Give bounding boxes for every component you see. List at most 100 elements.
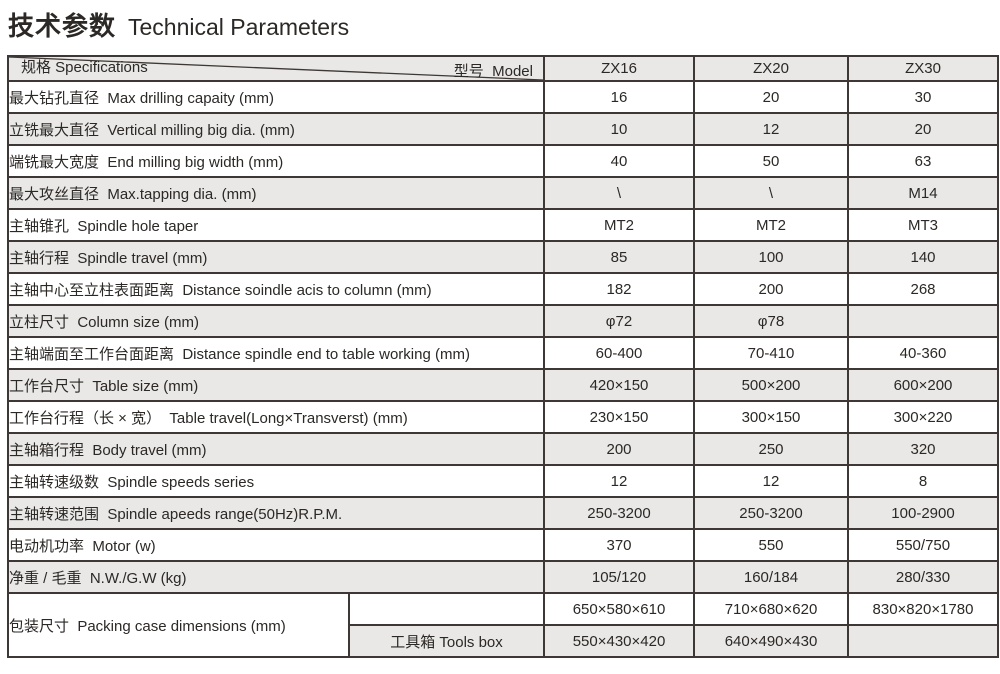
spec-value-cell: MT2	[543, 208, 695, 242]
spec-header-label: 规格 Specifications	[21, 59, 148, 76]
spec-value-cell: 105/120	[543, 560, 695, 594]
spec-value-cell: 40-360	[847, 336, 999, 370]
spec-row: 主轴行程 Spindle travel (mm) 85 100 140	[7, 240, 999, 274]
spec-value-cell: 100	[693, 240, 849, 274]
spec-value-cell: 370	[543, 528, 695, 562]
spec-value-cell: 20	[847, 112, 999, 146]
spec-value-cell: 85	[543, 240, 695, 274]
spec-row-label: 端铣最大宽度 End milling big width (mm)	[7, 144, 545, 178]
spec-value-cell: 100-2900	[847, 496, 999, 530]
spec-value-cell: 230×150	[543, 400, 695, 434]
spec-value-cell: 250	[693, 432, 849, 466]
spec-row: 端铣最大宽度 End milling big width (mm) 40 50 63	[7, 144, 999, 178]
spec-row-label: 主轴中心至立柱表面距离 Distance soindle acis to col…	[7, 272, 545, 306]
spec-value-cell: 12	[543, 464, 695, 498]
spec-value-cell: 60-400	[543, 336, 695, 370]
spec-value-cell: 140	[847, 240, 999, 274]
tools-box-label: 工具箱 Tools box	[348, 624, 545, 658]
spec-row: 主轴转速级数 Spindle speeds series 12 12 8	[7, 464, 999, 498]
spec-value-cell: 182	[543, 272, 695, 306]
packing-case-value: 710×680×620	[693, 592, 849, 626]
spec-value-cell: 200	[693, 272, 849, 306]
spec-row-label: 立铣最大直径 Vertical milling big dia. (mm)	[7, 112, 545, 146]
spec-value-cell: 600×200	[847, 368, 999, 402]
spec-row: 主轴中心至立柱表面距离 Distance soindle acis to col…	[7, 272, 999, 306]
spec-value-cell: 20	[693, 80, 849, 114]
spec-value-cell: φ72	[543, 304, 695, 338]
technical-parameters-table: 规格 Specifications 型号 Model ZX16 ZX20 ZX3…	[7, 55, 999, 658]
spec-row-label: 最大钻孔直径 Max drilling capaity (mm)	[7, 80, 545, 114]
model-header-label: 型号 Model	[453, 63, 533, 80]
spec-row: 立铣最大直径 Vertical milling big dia. (mm) 10 1…	[7, 112, 999, 146]
spec-row: 立柱尺寸 Column size (mm) φ72 φ78	[7, 304, 999, 338]
spec-row-label: 主轴锥孔 Spindle hole taper	[7, 208, 545, 242]
spec-value-cell: 250-3200	[693, 496, 849, 530]
spec-value-cell: MT3	[847, 208, 999, 242]
spec-row-label: 净重 / 毛重 N.W./G.W (kg)	[7, 560, 545, 594]
spec-value-cell: 300×150	[693, 400, 849, 434]
tools-box-value: 640×490×430	[693, 624, 849, 658]
page-title-chinese: 技术参数	[8, 11, 117, 41]
spec-value-cell: 63	[847, 144, 999, 178]
diagonal-divider-line	[9, 57, 543, 80]
tools-box-value	[847, 624, 999, 658]
spec-value-cell: 280/330	[847, 560, 999, 594]
spec-row: 净重 / 毛重 N.W./G.W (kg) 105/120 160/184 280/3…	[7, 560, 999, 594]
spec-row-label: 主轴端面至工作台面距离 Distance spindle end to tabl…	[7, 336, 545, 370]
packing-sub-cell-empty	[348, 592, 545, 626]
header-row: 规格 Specifications 型号 Model ZX16 ZX20 ZX3…	[7, 55, 999, 82]
spec-value-cell: MT2	[693, 208, 849, 242]
spec-value-cell: 200	[543, 432, 695, 466]
spec-row: 工作台行程（长 × 宽） Table travel(Long×Transvers…	[7, 400, 999, 434]
spec-value-cell: 12	[693, 464, 849, 498]
packing-case-row: 包装尺寸 Packing case dimensions (mm) 650×58…	[7, 592, 999, 658]
page-title-english: Technical Parameters	[128, 14, 350, 40]
spec-row-label: 主轴行程 Spindle travel (mm)	[7, 240, 545, 274]
spec-value-cell: \	[693, 176, 849, 210]
spec-value-cell: 10	[543, 112, 695, 146]
spec-value-cell: \	[543, 176, 695, 210]
packing-case-value: 650×580×610	[543, 592, 695, 626]
column-header-zx30: ZX30	[847, 55, 999, 82]
spec-row-label: 主轴转速级数 Spindle speeds series	[7, 464, 545, 498]
packing-case-value: 830×820×1780	[847, 592, 999, 626]
spec-row: 主轴端面至工作台面距离 Distance spindle end to tabl…	[7, 336, 999, 370]
column-header-zx20: ZX20	[693, 55, 849, 82]
spec-row: 主轴箱行程 Body travel (mm) 200 250 320	[7, 432, 999, 466]
spec-value-cell: 550	[693, 528, 849, 562]
tools-box-row: 工具箱 Tools box 550×430×420 640×490×430	[8, 624, 999, 658]
spec-value-cell: 550/750	[847, 528, 999, 562]
column-header-zx16: ZX16	[543, 55, 695, 82]
tools-box-value: 550×430×420	[543, 624, 695, 658]
spec-value-cell: 160/184	[693, 560, 849, 594]
spec-value-cell: 50	[693, 144, 849, 178]
spec-value-cell: 268	[847, 272, 999, 306]
spec-row-label: 最大攻丝直径 Max.tapping dia. (mm)	[7, 176, 545, 210]
spec-value-cell: 30	[847, 80, 999, 114]
spec-model-header-cell: 规格 Specifications 型号 Model	[7, 55, 545, 82]
spec-value-cell: 8	[847, 464, 999, 498]
spec-row: 工作台尺寸 Table size (mm) 420×150 500×200 600×2…	[7, 368, 999, 402]
spec-value-cell: 250-3200	[543, 496, 695, 530]
spec-value-cell: 500×200	[693, 368, 849, 402]
spec-row: 主轴转速范围 Spindle apeeds range(50Hz)R.P.M. 2…	[7, 496, 999, 530]
spec-row-label: 电动机功率 Motor (w)	[7, 528, 545, 562]
spec-row: 电动机功率 Motor (w) 370 550 550/750	[7, 528, 999, 562]
spec-value-cell: 420×150	[543, 368, 695, 402]
spec-row: 最大钻孔直径 Max drilling capaity (mm) 16 20 30	[7, 80, 999, 114]
spec-row-label: 立柱尺寸 Column size (mm)	[7, 304, 545, 338]
spec-value-cell: 40	[543, 144, 695, 178]
spec-row-label: 主轴箱行程 Body travel (mm)	[7, 432, 545, 466]
spec-value-cell: 70-410	[693, 336, 849, 370]
spec-value-cell: 12	[693, 112, 849, 146]
packing-dimensions-label: 包装尺寸 Packing case dimensions (mm)	[7, 592, 350, 658]
spec-row-label: 主轴转速范围 Spindle apeeds range(50Hz)R.P.M.	[7, 496, 545, 530]
spec-value-cell	[847, 304, 999, 338]
spec-row-label: 工作台行程（长 × 宽） Table travel(Long×Transvers…	[7, 400, 545, 434]
spec-row: 主轴锥孔 Spindle hole taper MT2 MT2 MT3	[7, 208, 999, 242]
spec-value-cell: 300×220	[847, 400, 999, 434]
spec-row: 最大攻丝直径 Max.tapping dia. (mm) \ \ M14	[7, 176, 999, 210]
spec-value-cell: 320	[847, 432, 999, 466]
spec-row-label: 工作台尺寸 Table size (mm)	[7, 368, 545, 402]
spec-value-cell: M14	[847, 176, 999, 210]
